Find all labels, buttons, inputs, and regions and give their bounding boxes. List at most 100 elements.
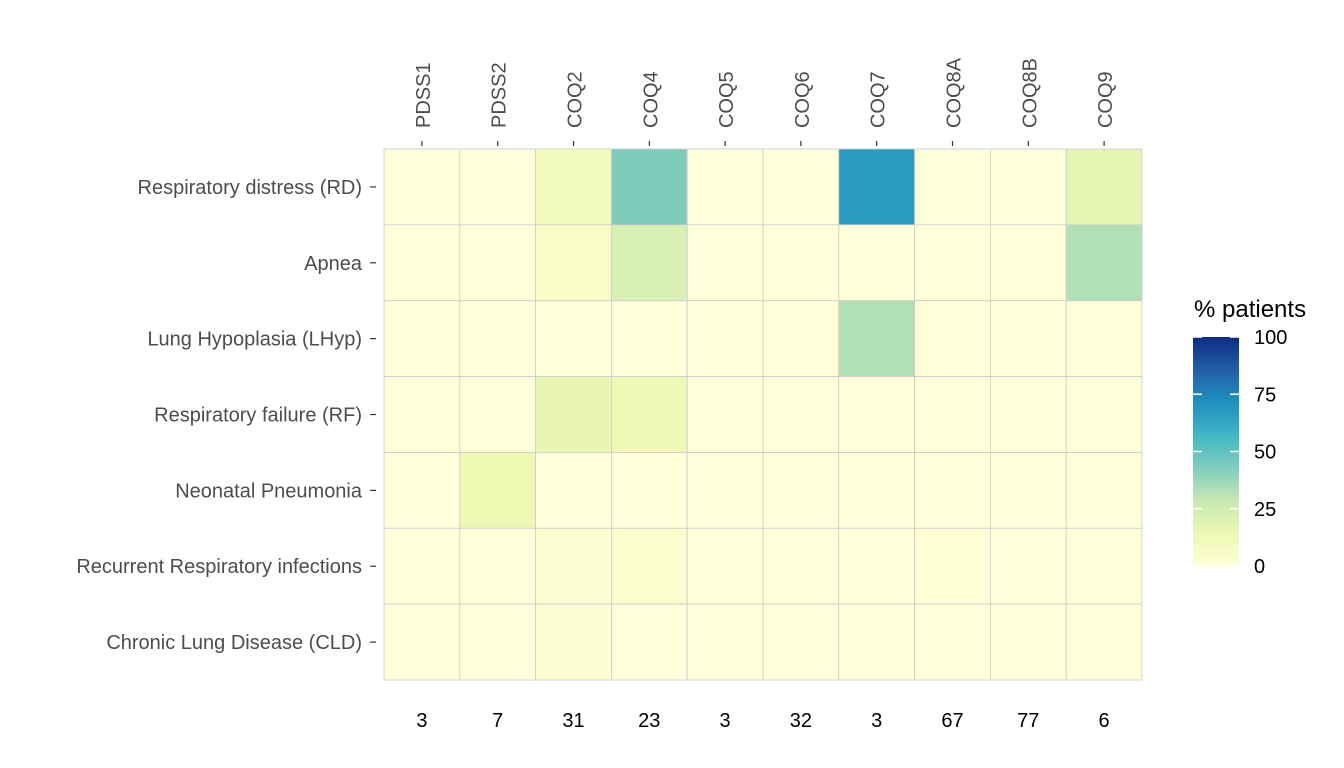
x-tick-label: COQ8B xyxy=(1019,58,1041,128)
heatmap-cell xyxy=(914,603,991,681)
heatmap-cell xyxy=(383,527,461,605)
heatmap-cell xyxy=(914,376,991,453)
heatmap-cell xyxy=(990,148,1067,226)
heatmap-cell xyxy=(686,603,764,681)
column-count-label: 23 xyxy=(638,710,660,732)
x-tick-label: COQ4 xyxy=(640,71,662,128)
heatmap-cell xyxy=(990,376,1067,453)
column-count-label: 7 xyxy=(492,710,503,732)
x-tick-label: COQ2 xyxy=(565,71,587,128)
column-count-label: 3 xyxy=(871,710,882,732)
column-count-label: 31 xyxy=(562,710,584,732)
legend-title: % patients xyxy=(1194,296,1306,323)
heatmap-cell xyxy=(686,148,764,226)
heatmap-cell xyxy=(611,148,688,226)
heatmap-cells xyxy=(383,148,1143,681)
column-count-label: 32 xyxy=(790,710,812,732)
heatmap-cell xyxy=(914,148,991,226)
x-tick-label: PDSS2 xyxy=(489,62,511,128)
y-tick-label: Chronic Lung Disease (CLD) xyxy=(106,632,362,654)
legend-tick-label: 25 xyxy=(1254,499,1276,521)
heatmap-cell xyxy=(990,452,1067,529)
y-tick-label: Respiratory failure (RF) xyxy=(154,405,362,427)
heatmap-cell xyxy=(383,603,461,681)
heatmap-cell xyxy=(383,300,461,377)
x-tick-label: COQ8A xyxy=(944,57,966,128)
column-count-label: 67 xyxy=(941,710,963,732)
heatmap-cell xyxy=(838,148,915,226)
heatmap-cell xyxy=(762,452,840,529)
heatmap-cell xyxy=(762,224,840,302)
heatmap-cell xyxy=(838,376,915,453)
heatmap-cell xyxy=(535,527,612,605)
heatmap-cell xyxy=(383,376,461,453)
heatmap-cell xyxy=(990,300,1067,377)
heatmap-cell xyxy=(459,300,536,377)
legend: % patients 0 25 50 75 100 xyxy=(1193,296,1306,578)
heatmap-cell xyxy=(838,224,915,302)
heatmap-cell xyxy=(535,452,612,529)
heatmap-cell xyxy=(686,224,764,302)
heatmap-cell xyxy=(611,224,688,302)
y-tick-label: Lung Hypoplasia (LHyp) xyxy=(147,329,362,351)
heatmap-cell xyxy=(611,376,688,453)
x-tick-label: PDSS1 xyxy=(413,62,435,128)
legend-tick-label: 0 xyxy=(1254,556,1265,578)
x-axis: PDSS1 PDSS2 COQ2 COQ4 COQ5 COQ6 COQ7 COQ8A COQ8B… xyxy=(413,57,1117,146)
heatmap-cell xyxy=(990,224,1067,302)
heatmap-cell xyxy=(1065,224,1143,302)
heatmap-cell xyxy=(914,224,991,302)
heatmap-cell xyxy=(686,376,764,453)
heatmap-cell xyxy=(611,452,688,529)
column-counts: 3 7 31 23 3 32 3 67 77 6 xyxy=(416,710,1109,732)
x-tick-label: COQ9 xyxy=(1095,71,1117,128)
legend-tick-label: 75 xyxy=(1254,384,1276,406)
heatmap-cell xyxy=(762,148,840,226)
x-tick-label: COQ6 xyxy=(792,71,814,128)
x-tick-label: COQ7 xyxy=(868,71,890,128)
heatmap-cell xyxy=(383,452,461,529)
heatmap-cell xyxy=(1065,452,1143,529)
heatmap-cell xyxy=(914,527,991,605)
heatmap-cell xyxy=(459,527,536,605)
heatmap-cell xyxy=(535,603,612,681)
heatmap-cell xyxy=(686,452,764,529)
heatmap-cell xyxy=(535,148,612,226)
x-tick-label: COQ5 xyxy=(716,71,738,128)
heatmap-cell xyxy=(611,603,688,681)
heatmap-cell xyxy=(459,224,536,302)
heatmap-cell xyxy=(838,300,915,377)
column-count-label: 6 xyxy=(1099,710,1110,732)
y-tick-label: Apnea xyxy=(304,253,363,275)
heatmap-cell xyxy=(914,452,991,529)
heatmap-cell xyxy=(1065,148,1143,226)
heatmap-cell xyxy=(535,376,612,453)
column-count-label: 3 xyxy=(720,710,731,732)
heatmap-cell xyxy=(459,603,536,681)
heatmap-cell xyxy=(1065,527,1143,605)
heatmap-cell xyxy=(1065,300,1143,377)
heatmap-cell xyxy=(914,300,991,377)
heatmap-cell xyxy=(838,527,915,605)
heatmap-cell xyxy=(686,300,764,377)
legend-tick-label: 100 xyxy=(1254,327,1287,349)
heatmap-cell xyxy=(1065,376,1143,453)
heatmap-cell xyxy=(459,148,536,226)
heatmap-cell xyxy=(459,376,536,453)
heatmap-cell xyxy=(611,300,688,377)
heatmap-cell xyxy=(383,224,461,302)
heatmap-cell xyxy=(838,603,915,681)
heatmap-cell xyxy=(1065,603,1143,681)
y-tick-label: Recurrent Respiratory infections xyxy=(76,556,362,578)
heatmap-cell xyxy=(990,527,1067,605)
heatmap-cell xyxy=(535,224,612,302)
heatmap-cell xyxy=(686,527,764,605)
y-tick-label: Neonatal Pneumonia xyxy=(175,480,363,502)
heatmap-cell xyxy=(459,452,536,529)
y-axis: Respiratory distress (RD) Apnea Lung Hypop… xyxy=(76,177,376,654)
heatmap-cell xyxy=(535,300,612,377)
heatmap-cell xyxy=(762,300,840,377)
heatmap-cell xyxy=(383,148,461,226)
heatmap-cell xyxy=(762,376,840,453)
